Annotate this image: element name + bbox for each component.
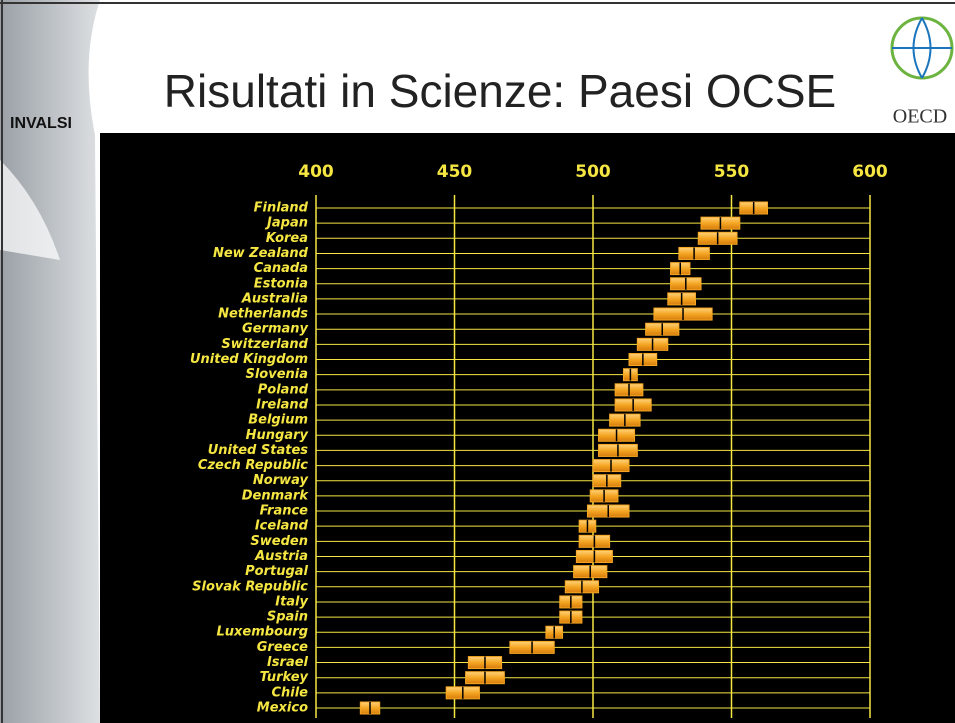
category-label: Ireland bbox=[256, 397, 309, 412]
title: Risultati in Scienze: Paesi OCSE bbox=[164, 65, 836, 117]
category-label: Belgium bbox=[248, 413, 308, 428]
swoosh bbox=[0, 0, 100, 723]
category-label: Canada bbox=[254, 261, 308, 276]
category-label: Korea bbox=[266, 231, 308, 246]
category-label: Iceland bbox=[255, 519, 309, 534]
x-tick-label: 600 bbox=[852, 162, 888, 182]
x-tick-label: 550 bbox=[714, 162, 750, 182]
category-label: Switzerland bbox=[221, 337, 308, 352]
category-label: Netherlands bbox=[218, 307, 308, 322]
category-label: Austria bbox=[254, 549, 308, 564]
category-label: Finland bbox=[254, 201, 309, 216]
logo-text: OECD bbox=[893, 106, 947, 128]
x-tick-label: 400 bbox=[298, 162, 334, 182]
logo: OECD bbox=[890, 16, 954, 128]
category-label: Greece bbox=[257, 640, 308, 655]
category-label: Italy bbox=[275, 594, 308, 609]
chart-panel bbox=[100, 133, 955, 723]
x-tick-label: 500 bbox=[575, 162, 611, 182]
category-label: Poland bbox=[258, 382, 309, 397]
category-label: Slovak Republic bbox=[192, 579, 308, 594]
category-label: Slovenia bbox=[245, 367, 308, 382]
category-label: Portugal bbox=[245, 564, 308, 579]
category-label: Sweden bbox=[250, 534, 308, 549]
category-label: Denmark bbox=[242, 488, 310, 503]
x-tick-label: 450 bbox=[437, 162, 473, 182]
brand: INVALSI bbox=[10, 115, 72, 132]
category-label: Turkey bbox=[260, 670, 309, 685]
category-label: New Zealand bbox=[213, 246, 309, 261]
category-label: France bbox=[260, 504, 309, 519]
category-label: United Kingdom bbox=[190, 352, 308, 367]
category-label: Estonia bbox=[254, 276, 308, 291]
category-label: Germany bbox=[242, 322, 308, 337]
category-label: Japan bbox=[264, 216, 308, 231]
category-label: Spain bbox=[267, 610, 308, 625]
category-label: Mexico bbox=[257, 701, 308, 716]
category-label: Czech Republic bbox=[198, 458, 308, 473]
category-label: Israel bbox=[267, 655, 309, 670]
category-label: United States bbox=[208, 443, 309, 458]
category-label: Norway bbox=[253, 473, 309, 488]
category-label: Luxembourg bbox=[217, 625, 309, 640]
category-label: Hungary bbox=[246, 428, 309, 443]
category-label: Chile bbox=[271, 685, 308, 700]
category-label: Australia bbox=[241, 291, 308, 306]
swoosh-highlight bbox=[0, 160, 60, 260]
logo-globe bbox=[892, 17, 952, 79]
